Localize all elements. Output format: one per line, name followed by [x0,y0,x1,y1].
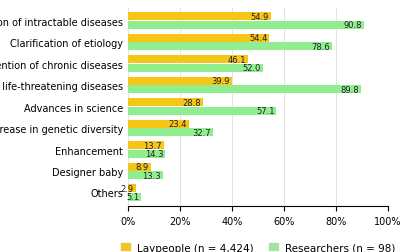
Text: 39.9: 39.9 [211,77,230,86]
Text: 13.7: 13.7 [143,141,162,150]
Bar [128,99,203,107]
Bar [128,86,362,94]
Bar [128,150,165,158]
Text: 57.1: 57.1 [256,107,274,116]
Text: 89.8: 89.8 [341,85,359,94]
Bar [128,184,136,193]
Text: 32.7: 32.7 [192,128,211,137]
Text: 90.8: 90.8 [344,21,362,30]
Text: 8.9: 8.9 [136,163,149,172]
Text: 54.4: 54.4 [249,34,267,43]
Bar [128,120,189,128]
Text: 46.1: 46.1 [227,55,246,65]
Text: 5.1: 5.1 [126,193,139,202]
Text: 52.0: 52.0 [243,64,261,73]
Bar [128,129,213,137]
Text: 54.9: 54.9 [250,13,269,22]
Bar [128,35,270,43]
Bar [128,172,162,180]
Text: 23.4: 23.4 [168,120,187,129]
Bar [128,65,263,73]
Bar [128,43,332,51]
Bar [128,107,276,115]
Legend: Laypeople (n = 4,424), Researchers (n = 98): Laypeople (n = 4,424), Researchers (n = … [118,240,398,252]
Bar [128,13,271,21]
Text: 13.3: 13.3 [142,171,160,180]
Bar [128,56,248,64]
Bar [128,163,151,171]
Bar [128,22,364,30]
Text: 2.9: 2.9 [120,184,134,193]
Bar [128,77,232,85]
Text: 28.8: 28.8 [182,98,201,107]
Bar [128,142,164,150]
Text: 78.6: 78.6 [312,43,330,52]
Text: 14.3: 14.3 [145,150,163,159]
Bar [128,193,141,201]
